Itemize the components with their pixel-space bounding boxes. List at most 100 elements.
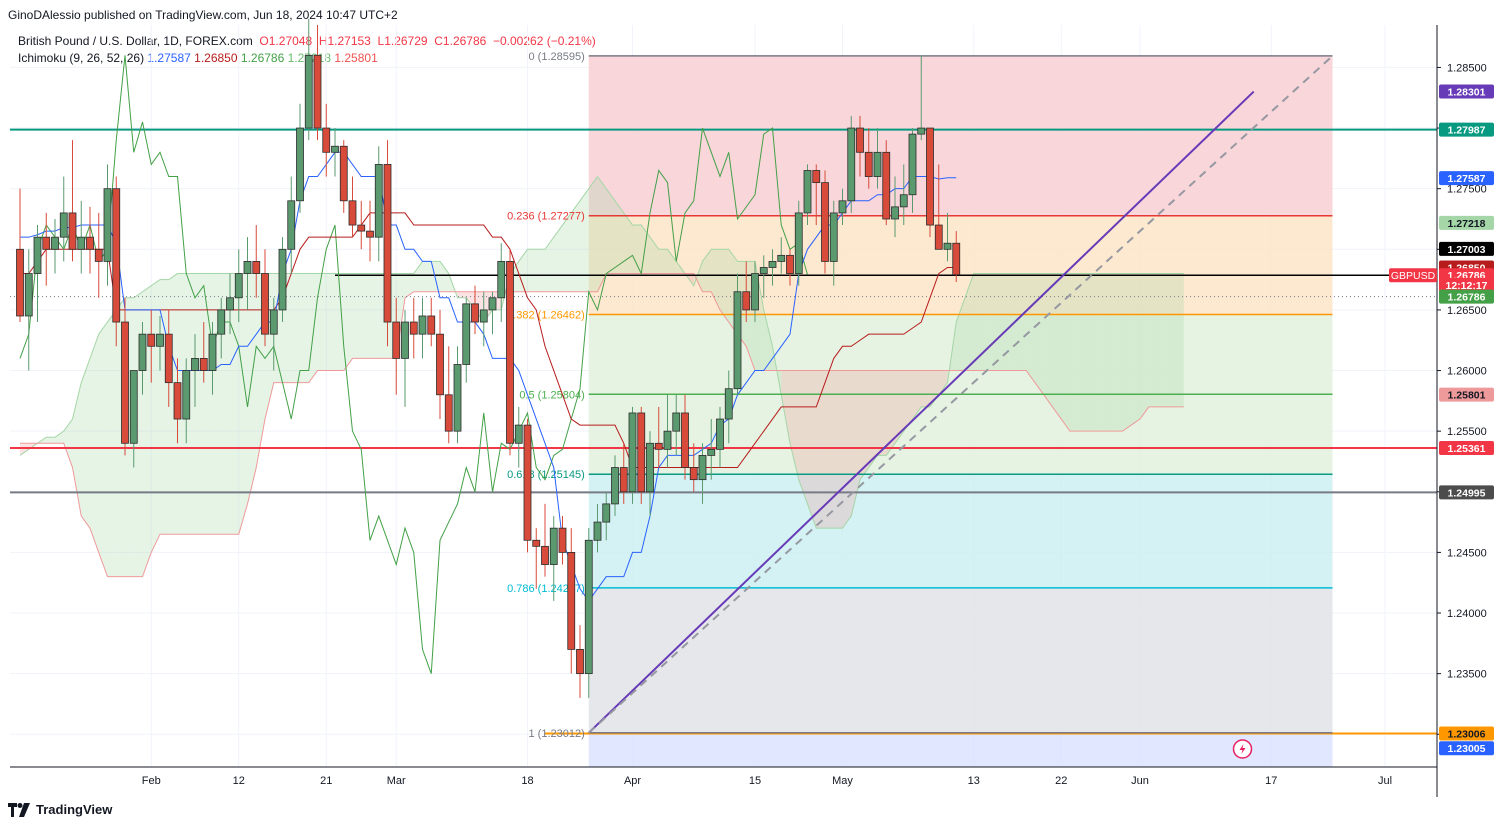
candle-body [759,267,768,274]
candle [94,212,103,298]
candle-body [138,333,147,371]
cloud-segment [308,273,318,383]
cloud-segment [720,249,729,323]
candle-body [59,212,68,238]
candle-body [593,521,602,541]
fib-label: 1 (1.23012) [528,728,584,740]
cloud-segment [982,273,992,371]
ohlc-change: −0.00262 (−0.21%) [492,34,596,48]
candle-body [331,145,339,153]
cloud-segment [711,249,720,310]
fib-label: 0.382 (1.26462) [507,310,585,322]
candle-body [908,133,917,196]
candle [934,164,943,250]
indicator-name[interactable]: Ichimoku (9, 26, 52, 26) [18,51,145,65]
candle [759,255,768,298]
cloud-segment [291,273,300,383]
candle-body [479,309,488,323]
candle-body [523,424,532,541]
brand-name: TradingView [36,802,113,817]
x-tick-label: Mar [387,775,406,787]
candle [173,358,182,444]
price-label: 1.27587 [1439,171,1494,186]
kijun-line [20,212,957,469]
candle [243,237,252,310]
fib-zone [588,314,1333,395]
cloud-segment [1017,273,1027,371]
candle [261,249,269,347]
candle-body [226,297,234,311]
cloud-segment [1061,273,1070,432]
cloud-segment [842,370,852,529]
candle-body [838,200,847,214]
cloud-segment [518,249,528,292]
price-label: 1.23006 [1439,726,1494,741]
cloud-segment [361,273,370,359]
fib-label: 0.618 (1.25145) [507,469,585,481]
trendlines[interactable] [588,55,1334,734]
event-marker-icon [1232,739,1253,759]
fib-fill [588,55,1333,767]
cloud-segment [545,237,554,292]
y-tick-label: 1.28500 [1447,62,1487,74]
candle-body [409,321,418,335]
price-label: 1.27218 [1439,215,1494,230]
candle [418,297,427,359]
candle-body [296,127,304,202]
cloud-segment [1140,273,1149,420]
candle [716,406,724,468]
candle-body [742,291,751,311]
candle-body [733,291,742,390]
cloud-segment [72,382,82,517]
candle [129,370,138,468]
candle [103,164,112,286]
price-label-text: 1.25801 [1448,390,1486,402]
cloud-segment [1035,273,1044,395]
candle [689,443,698,492]
y-tick-label: 1.24500 [1447,547,1487,559]
fib-zone [588,732,1333,767]
cloud-segment [1070,273,1079,432]
x-tick-label: Jul [1378,775,1392,787]
candle-body [462,303,471,365]
candle [497,243,506,323]
candle-body [637,412,646,493]
cloud-segment [851,370,860,517]
symbol-name[interactable]: British Pound / U.S. Dollar, 1D, FOREX.c… [18,34,253,48]
price-label-text: 1.28301 [1448,87,1486,99]
symbol-badge-text: GBPUSD [1391,270,1436,282]
cloud-segment [536,249,545,292]
candle [252,225,261,298]
candle [698,443,707,504]
candle-body [313,54,322,129]
candle-body [129,370,138,444]
candle-body [374,164,383,238]
candle [357,200,366,250]
tradingview-logo[interactable]: TradingView [8,802,112,817]
cloud-segment [343,273,353,371]
candle-body [812,170,821,184]
cloud-segment [1122,273,1132,432]
candle-body [444,394,453,432]
candle-body [436,333,444,396]
candle [33,225,42,323]
cloud-segment [632,225,642,274]
candle-body [348,200,357,226]
x-tick-label: 13 [968,775,980,787]
candle [794,200,803,286]
price-label-text: 12:12:17 [1445,280,1487,292]
cloud-segment [693,261,703,292]
candle [348,176,357,238]
candle-body [252,261,261,274]
cloud-segment [562,212,572,292]
candle-body [751,273,759,311]
candle-body [234,273,243,299]
candle [234,249,243,323]
candle-body [549,527,558,565]
price-label-text: 1.26786 [1448,292,1486,304]
cloud-segment [335,273,344,371]
candle-body [77,236,86,250]
candle [77,200,86,274]
candle [16,188,24,323]
